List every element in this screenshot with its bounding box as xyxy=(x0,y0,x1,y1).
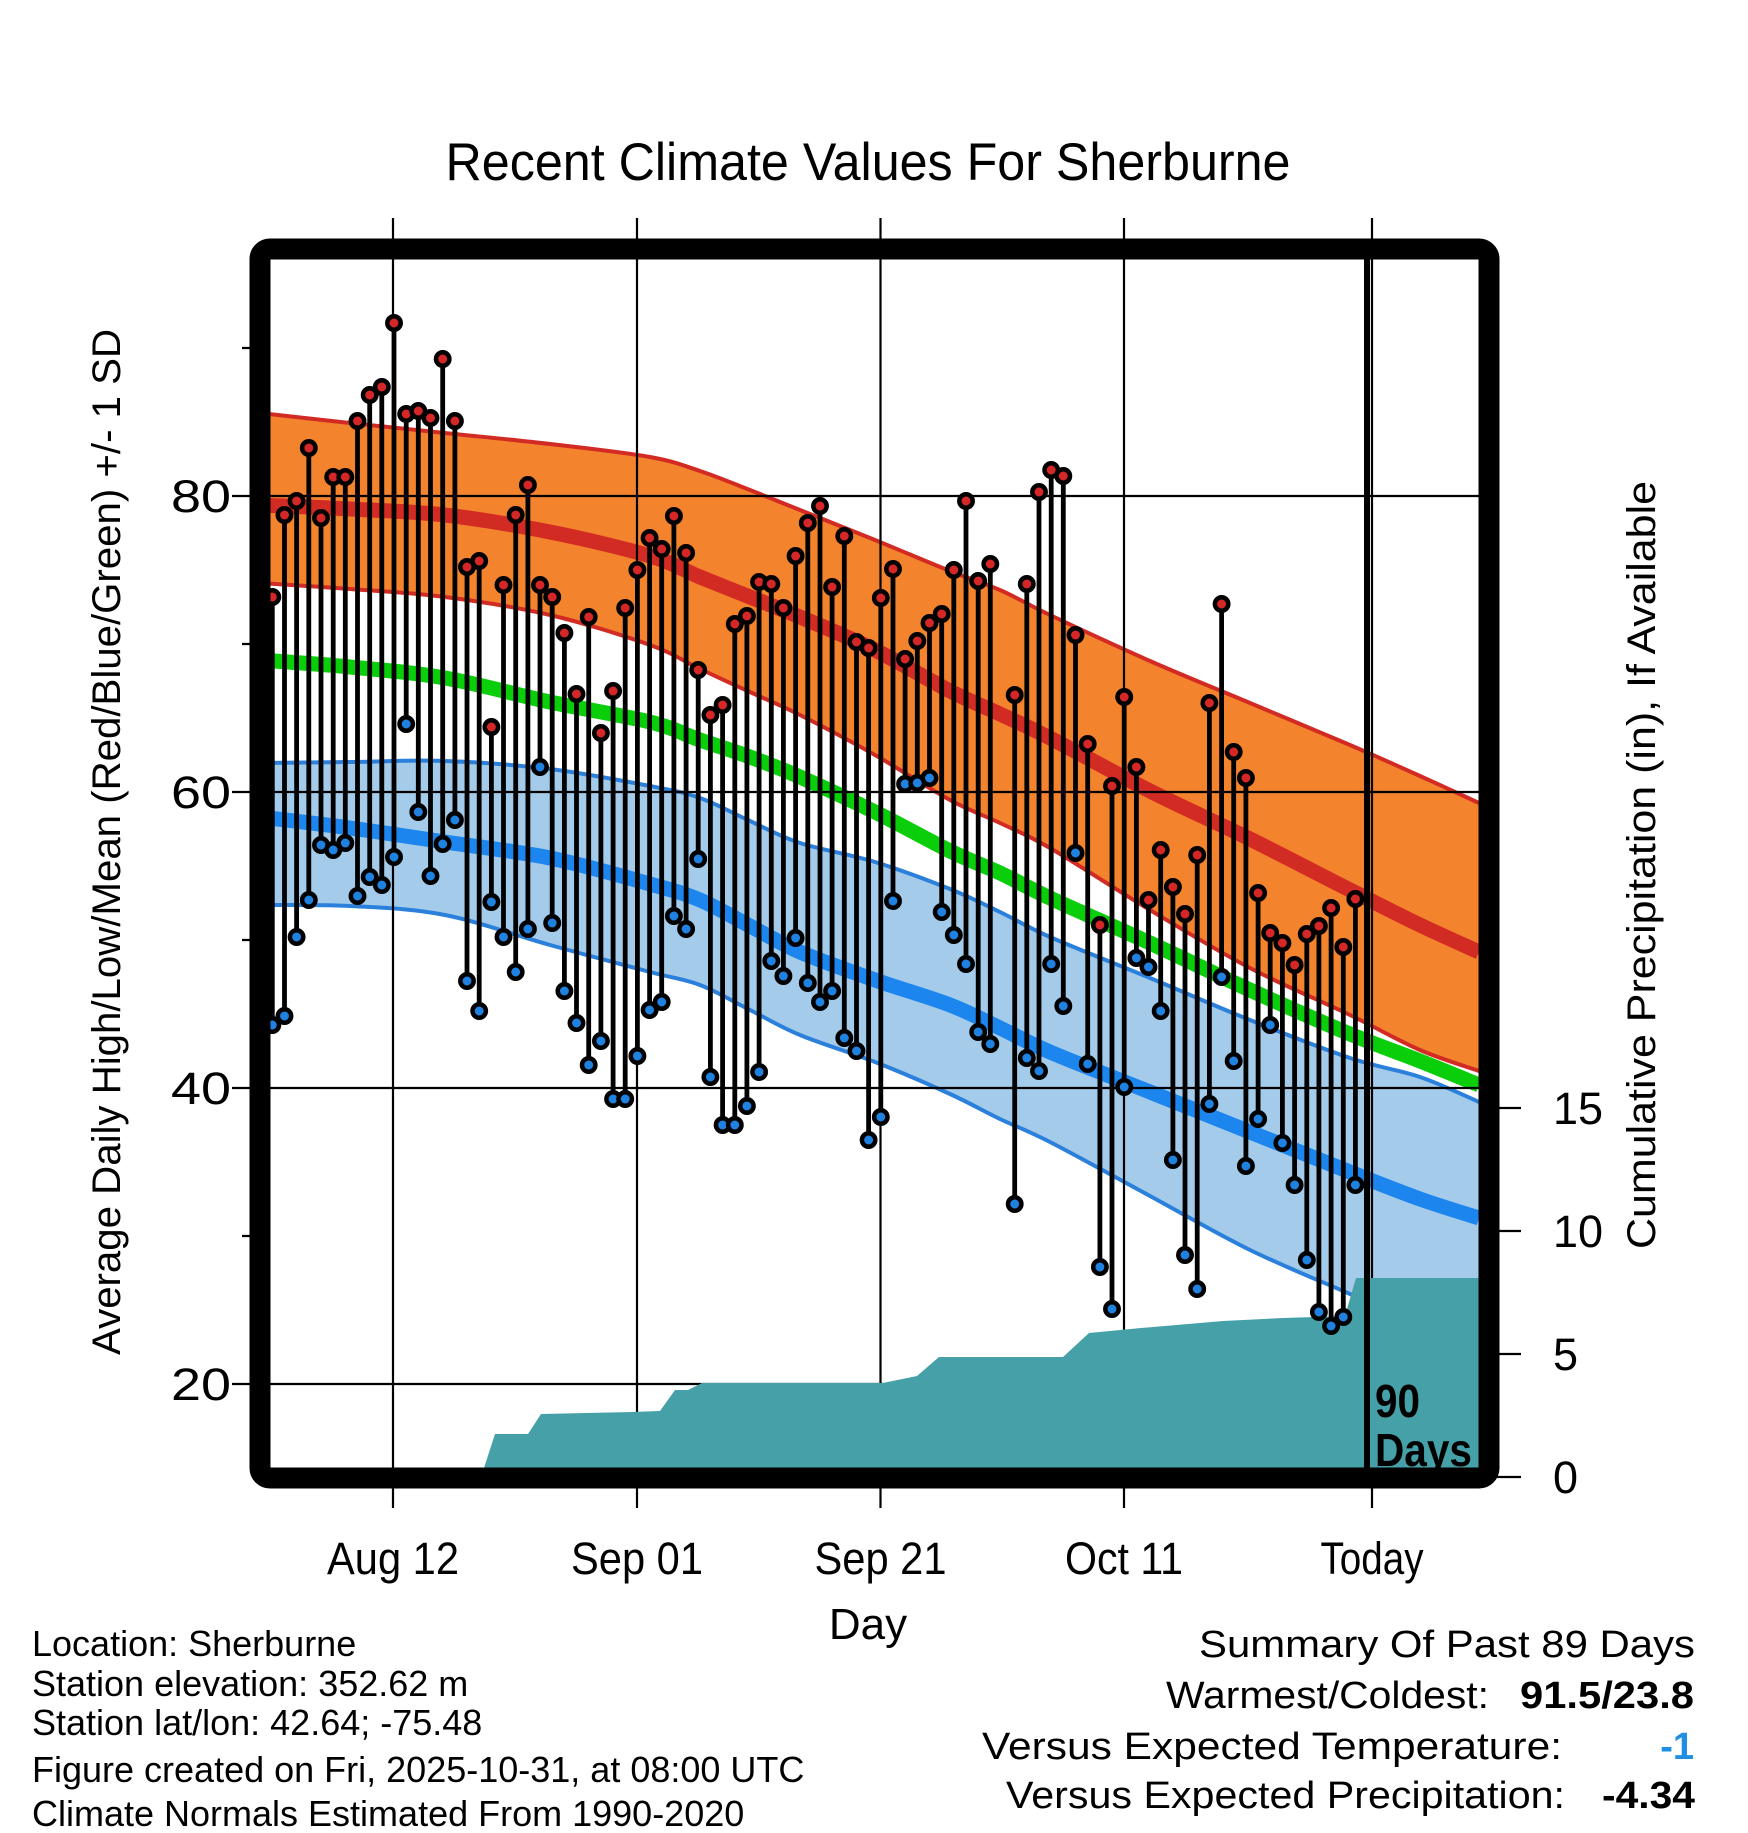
svg-text:Oct 11: Oct 11 xyxy=(1065,1533,1183,1584)
svg-text:Location: Sherburne: Location: Sherburne xyxy=(32,1623,356,1664)
svg-text:5: 5 xyxy=(1553,1329,1578,1380)
svg-text:Days: Days xyxy=(1375,1424,1472,1476)
svg-text:Station elevation: 352.62 m: Station elevation: 352.62 m xyxy=(32,1663,468,1704)
svg-text:Today: Today xyxy=(1321,1533,1424,1584)
svg-text:Sep 21: Sep 21 xyxy=(815,1533,947,1584)
svg-text:15: 15 xyxy=(1553,1083,1603,1134)
svg-text:-4.34: -4.34 xyxy=(1602,1775,1695,1817)
svg-text:60: 60 xyxy=(171,767,231,818)
svg-text:91.5/23.8: 91.5/23.8 xyxy=(1520,1675,1694,1717)
svg-text:80: 80 xyxy=(171,471,231,522)
svg-text:Recent Climate Values For Sher: Recent Climate Values For Sherburne xyxy=(446,133,1291,192)
svg-text:Versus Expected Precipitation:: Versus Expected Precipitation: xyxy=(1006,1775,1565,1817)
svg-text:Sep 01: Sep 01 xyxy=(571,1533,703,1584)
svg-text:90: 90 xyxy=(1375,1375,1420,1427)
svg-text:10: 10 xyxy=(1553,1206,1603,1257)
svg-text:Average Daily High/Low/Mean (R: Average Daily High/Low/Mean (Red/Blue/Gr… xyxy=(85,329,129,1355)
svg-text:20: 20 xyxy=(171,1359,231,1410)
svg-text:-1: -1 xyxy=(1660,1726,1694,1768)
svg-text:Summary Of Past 89 Days: Summary Of Past 89 Days xyxy=(1199,1624,1695,1666)
svg-text:Station lat/lon: 42.64; -75.48: Station lat/lon: 42.64; -75.48 xyxy=(32,1702,482,1743)
svg-text:Aug 12: Aug 12 xyxy=(327,1533,459,1584)
svg-text:Warmest/Coldest:: Warmest/Coldest: xyxy=(1166,1675,1489,1717)
svg-text:Versus Expected Temperature:: Versus Expected Temperature: xyxy=(982,1726,1562,1768)
svg-text:0: 0 xyxy=(1553,1452,1578,1503)
svg-text:Day: Day xyxy=(829,1600,907,1649)
svg-text:Cumulative Precipitation (in),: Cumulative Precipitation (in), If Availa… xyxy=(1620,481,1664,1249)
svg-text:40: 40 xyxy=(171,1063,231,1114)
svg-text:Figure created on Fri, 2025-10: Figure created on Fri, 2025-10-31, at 08… xyxy=(32,1749,804,1790)
svg-text:Climate Normals Estimated From: Climate Normals Estimated From 1990-2020 xyxy=(32,1793,744,1828)
